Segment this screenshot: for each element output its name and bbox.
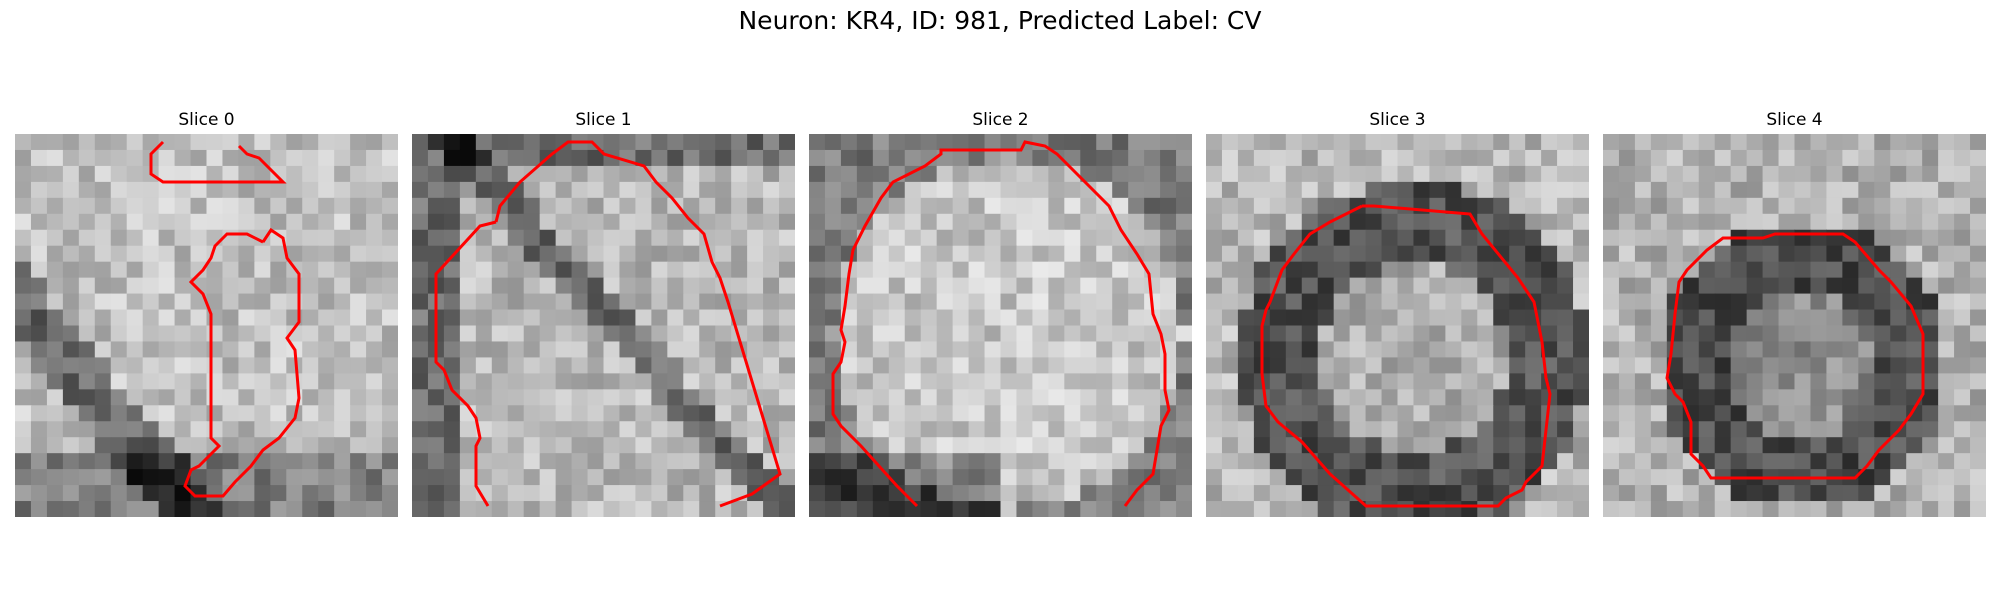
figure-title: Neuron: KR4, ID: 981, Predicted Label: C… bbox=[738, 6, 1262, 35]
segmentation-contour bbox=[831, 140, 1171, 508]
segmentation-contour bbox=[434, 220, 497, 507]
slice-title: Slice 0 bbox=[178, 110, 235, 130]
slice-title: Slice 2 bbox=[972, 110, 1029, 130]
segmentation-contour bbox=[183, 227, 301, 498]
segmentation-contour bbox=[494, 140, 782, 508]
slice-image-2 bbox=[809, 134, 1192, 517]
slice-image-3 bbox=[1206, 134, 1589, 517]
slice-title: Slice 3 bbox=[1369, 110, 1426, 130]
segmentation-contour bbox=[1665, 232, 1925, 480]
slice-image-4 bbox=[1603, 134, 1986, 517]
slice-title: Slice 1 bbox=[575, 110, 632, 130]
slice-image-1 bbox=[412, 134, 795, 517]
segmentation-contour bbox=[149, 140, 287, 184]
slice-image-0 bbox=[15, 134, 398, 517]
slice-title: Slice 4 bbox=[1766, 110, 1823, 130]
segmentation-contour bbox=[1260, 204, 1552, 508]
